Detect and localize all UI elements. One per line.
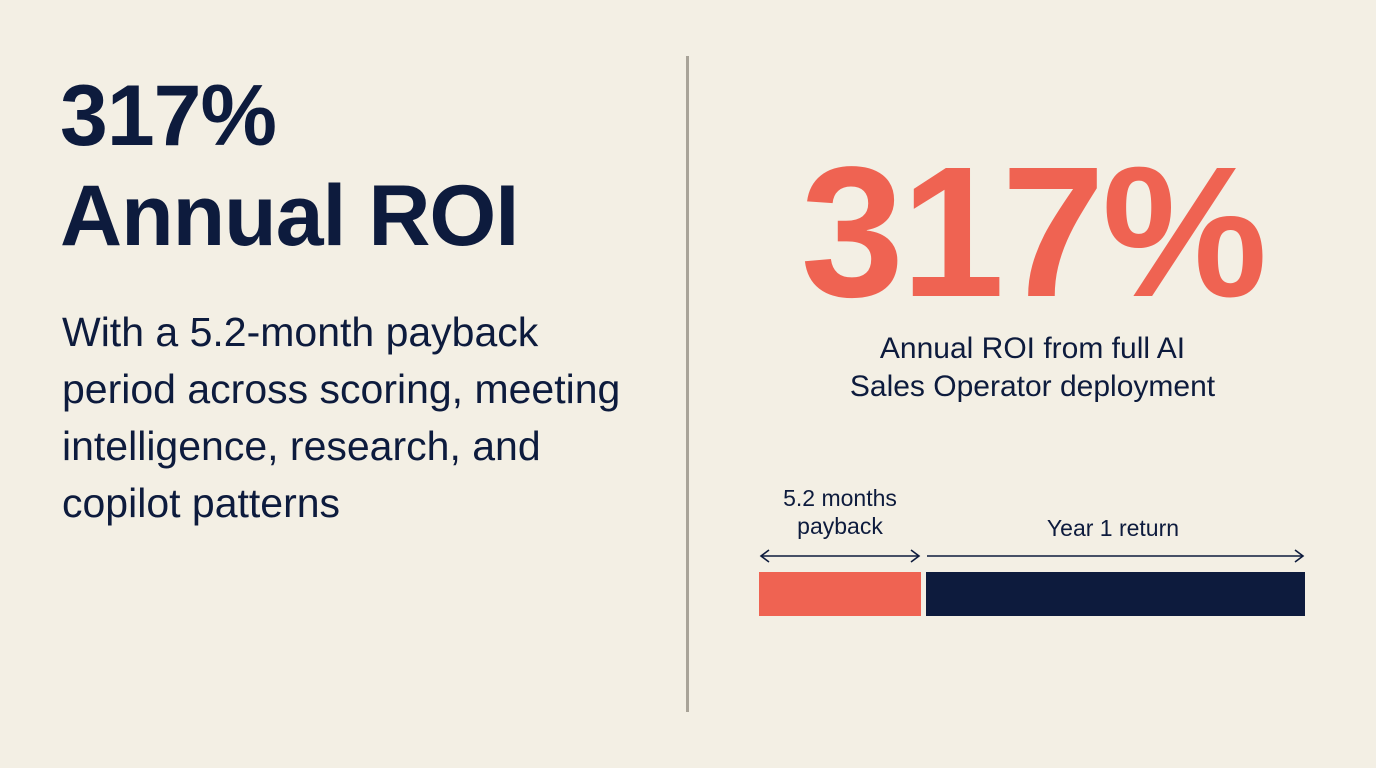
- timeline-arrows: [759, 549, 1305, 563]
- headline: 317% Annual ROI: [60, 66, 519, 266]
- subtext: With a 5.2-month payback period across s…: [62, 309, 621, 526]
- stat-caption-line-1: Annual ROI from full AI: [879, 332, 1186, 365]
- right-arrow-icon: [927, 549, 1305, 563]
- payback-bar: [759, 572, 921, 616]
- big-stat-value: 317%: [800, 129, 1268, 336]
- double-arrow-icon: [759, 549, 921, 563]
- stat-caption: Annual ROI from full AI Sales Operator d…: [689, 330, 1376, 406]
- headline-title: Annual ROI: [60, 168, 519, 264]
- left-panel: 317% Annual ROI With a 5.2-month payback…: [0, 0, 686, 768]
- stat-caption-line-2: Sales Operator deployment: [849, 370, 1216, 403]
- vertical-divider: [686, 56, 689, 712]
- payback-label-line-1: 5.2 months: [783, 485, 897, 511]
- year-return-label: Year 1 return: [1046, 515, 1180, 541]
- year-return-bar: [926, 572, 1305, 616]
- headline-percentage: 317%: [60, 68, 277, 164]
- payback-timeline: 5.2 months payback Year 1 return: [689, 480, 1376, 630]
- payback-label: 5.2 months payback: [759, 484, 921, 540]
- payback-label-line-2: payback: [797, 513, 883, 539]
- right-panel: 317% Annual ROI from full AI Sales Opera…: [689, 0, 1376, 768]
